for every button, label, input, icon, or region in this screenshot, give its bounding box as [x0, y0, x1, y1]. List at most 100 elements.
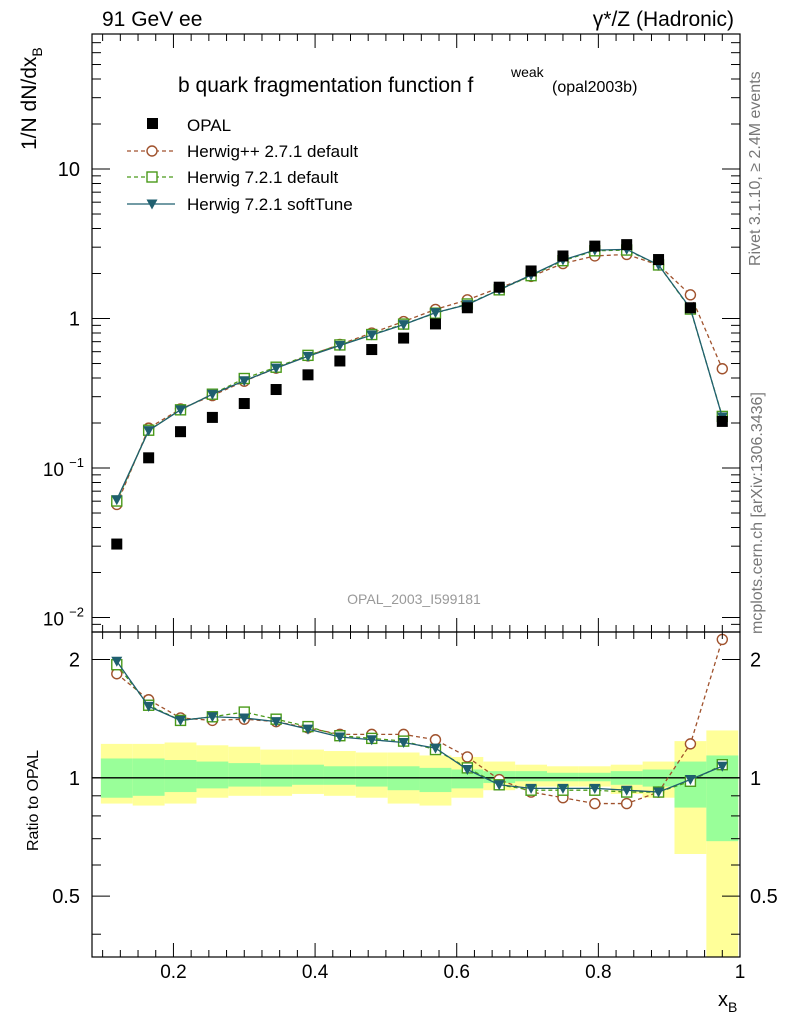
point-triangle-down	[334, 732, 346, 743]
opal-data-point	[621, 239, 633, 251]
point-open-circle	[589, 797, 601, 810]
y-tick-label-bottom-right: 2	[750, 650, 761, 672]
series-line-top	[116, 253, 723, 505]
point-triangle-down	[716, 761, 728, 772]
opal-data-point	[238, 398, 250, 410]
opal-data-point	[493, 281, 505, 293]
y-axis-label-top: 1/N dN/dxB	[18, 47, 45, 150]
point-triangle-down	[429, 743, 441, 754]
stat-uncertainty-band	[355, 766, 388, 787]
y-tick-label-top: 10	[43, 610, 64, 631]
y-axis-label-top-sub: B	[29, 47, 45, 56]
y-tick-label-top: 1	[69, 309, 80, 331]
point-open-square	[146, 171, 158, 183]
point-triangle-down	[493, 780, 505, 791]
point-triangle-down	[206, 712, 218, 723]
point-triangle-down	[366, 330, 378, 341]
point-triangle-down	[270, 363, 282, 374]
opal-data-point	[684, 302, 696, 314]
point-triangle-down	[111, 495, 123, 506]
opal-data-point	[206, 411, 218, 423]
point-open-circle	[684, 289, 697, 301]
y-tick-label-bottom-right: 0.5	[750, 886, 778, 908]
header-right: γ*/Z (Hadronic)	[592, 8, 734, 31]
y-tick-exponent: −2	[69, 605, 84, 620]
point-triangle-down	[206, 389, 218, 400]
point-triangle-down	[366, 735, 378, 746]
chart-title: b quark fragmentation function f	[178, 74, 474, 97]
point-triangle-down	[557, 783, 569, 794]
series-line-top	[116, 248, 723, 500]
header-left: 91 GeV ee	[102, 8, 203, 31]
point-triangle-down	[684, 775, 696, 786]
series-line-ratio	[116, 660, 723, 793]
point-triangle-down	[146, 199, 158, 210]
point-triangle-down	[398, 737, 410, 748]
y-tick-label-top: 10	[43, 460, 64, 481]
y-tick-label-bottom: 1	[69, 768, 80, 790]
legend-series-label: Herwig++ 2.7.1 default	[187, 142, 358, 161]
stat-uncertainty-band	[547, 772, 579, 782]
opal-data-point	[653, 254, 665, 266]
y-tick-exponent: −1	[69, 455, 84, 470]
x-tick-label: 0.8	[585, 962, 611, 983]
stat-uncertainty-band	[419, 767, 452, 793]
point-triangle-down	[461, 764, 473, 775]
opal-data-point	[461, 302, 473, 314]
point-triangle-down	[589, 783, 601, 794]
legend-series-label: Herwig 7.2.1 softTune	[187, 195, 353, 214]
point-triangle-down	[621, 785, 633, 796]
stat-uncertainty-band	[451, 769, 484, 789]
point-triangle-down	[238, 376, 250, 387]
stat-uncertainty-band	[260, 764, 293, 787]
point-triangle-down	[653, 787, 665, 798]
series-layer	[111, 244, 728, 810]
stat-uncertainty-band	[292, 764, 324, 785]
opal-data-point	[716, 415, 728, 427]
point-triangle-down	[334, 340, 346, 351]
axis-ticks	[92, 33, 741, 957]
opal-data-point	[589, 240, 601, 252]
y-tick-label-bottom: 0.5	[52, 886, 80, 908]
point-triangle-down	[302, 724, 314, 735]
point-triangle-down	[175, 405, 187, 416]
x-tick-label: 0.4	[302, 962, 329, 983]
x-tick-label: 1	[735, 962, 746, 983]
x-tick-label: 0.2	[160, 962, 186, 983]
opal-data-point	[302, 369, 314, 381]
y-axis-label-bottom: Ratio to OPAL	[25, 750, 42, 851]
legend-series-label: Herwig 7.2.1 default	[187, 168, 338, 187]
opal-data-point	[398, 332, 410, 344]
stat-uncertainty-band	[164, 760, 197, 793]
point-open-circle	[429, 734, 442, 746]
opal-data-point	[366, 344, 378, 356]
point-triangle-down	[143, 426, 155, 437]
series-line-top	[116, 249, 723, 502]
opal-data-point	[175, 426, 187, 438]
stat-uncertainty-band	[515, 771, 548, 782]
point-triangle-down	[111, 656, 123, 667]
point-triangle-down	[143, 701, 155, 712]
x-axis-label-sub: B	[728, 999, 737, 1015]
data-layer	[111, 239, 728, 550]
opal-data-point	[429, 318, 441, 330]
y-tick-label-bottom-right: 1	[750, 768, 761, 790]
point-open-circle	[620, 797, 633, 810]
legend: OPAL Herwig++ 2.7.1 default Herwig 7.2.1 d…	[127, 116, 358, 214]
opal-data-point	[334, 355, 346, 367]
stat-uncertainty-band	[228, 763, 261, 787]
opal-data-point	[270, 384, 282, 396]
chart-title-sub: (opal2003b)	[552, 79, 637, 96]
point-triangle-down	[270, 717, 282, 728]
point-open-circle	[716, 363, 728, 375]
point-triangle-down	[302, 351, 314, 362]
opal-data-point	[525, 265, 537, 277]
chart-title-sup: weak	[510, 64, 545, 80]
y-tick-label-bottom: 2	[69, 650, 80, 672]
point-triangle-down	[525, 783, 537, 794]
opal-data-point	[111, 538, 123, 550]
opal-data-point	[143, 452, 155, 464]
point-open-circle	[684, 738, 697, 750]
stat-uncertainty-band	[578, 772, 611, 782]
